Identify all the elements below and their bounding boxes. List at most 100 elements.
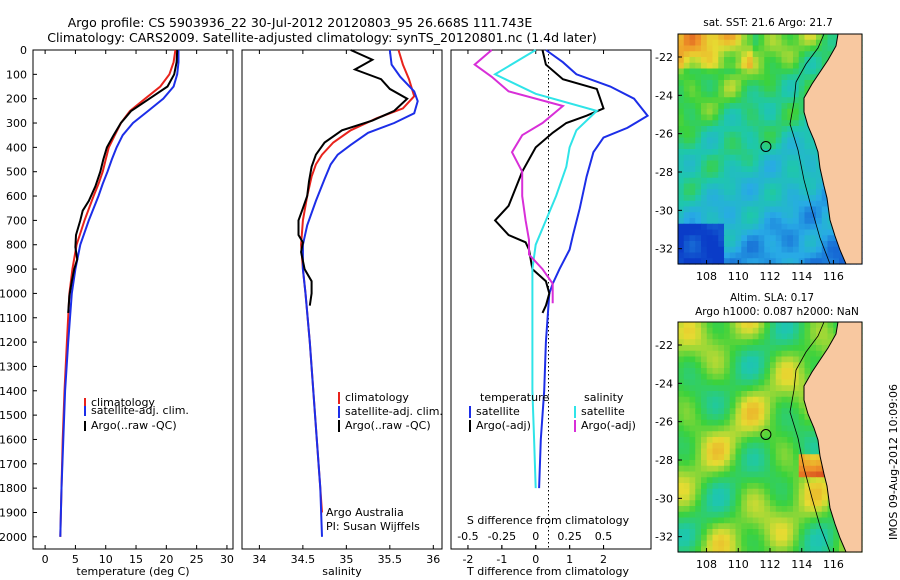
- heatmap-cell: [833, 246, 840, 254]
- heatmap-cell: [689, 80, 696, 87]
- heatmap-cell: [729, 120, 737, 127]
- heatmap-cell: [718, 160, 725, 167]
- heatmap-cell: [729, 34, 737, 41]
- heatmap-cell: [775, 131, 783, 139]
- heatmap-cell: [747, 160, 754, 167]
- heatmap-cell: [798, 345, 806, 352]
- heatmap-cell: [770, 177, 777, 185]
- heatmap-cell: [816, 172, 823, 179]
- heatmap-cell: [810, 327, 817, 335]
- heatmap-cell: [735, 120, 742, 127]
- heatmap-cell: [793, 34, 800, 41]
- heatmap-cell: [764, 80, 771, 87]
- heatmap-cell: [787, 51, 794, 58]
- heatmap-cell: [804, 195, 811, 202]
- heatmap-cell: [804, 488, 811, 496]
- series-line-s-satellite: [492, 49, 599, 489]
- heatmap-cell: [712, 465, 719, 473]
- heatmap-cell: [678, 137, 685, 144]
- heatmap-cell: [775, 396, 783, 404]
- heatmap-cell: [706, 166, 714, 173]
- heatmap-cell: [718, 137, 725, 144]
- heatmap-cell: [816, 206, 823, 213]
- heatmap-cell: [781, 362, 788, 369]
- heatmap-cell: [729, 488, 737, 496]
- heatmap-cell: [758, 126, 765, 133]
- heatmap-cell: [752, 126, 760, 133]
- heatmap-cell: [781, 149, 788, 156]
- heatmap-cell: [718, 246, 725, 254]
- heatmap-cell: [689, 172, 696, 179]
- heatmap-cell: [793, 339, 800, 346]
- heatmap-cell: [735, 511, 742, 519]
- heatmap-cell: [689, 143, 696, 150]
- heatmap-cell: [781, 91, 788, 98]
- heatmap-cell: [735, 62, 742, 70]
- heatmap-cell: [729, 534, 737, 542]
- heatmap-cell: [787, 506, 794, 513]
- heatmap-cell: [804, 246, 811, 254]
- heatmap-cell: [770, 477, 777, 484]
- heatmap-cell: [735, 356, 742, 363]
- xtick-label: -1: [496, 553, 507, 566]
- heatmap-cell: [729, 494, 737, 501]
- heatmap-cell: [833, 252, 840, 259]
- ytick-label: 1300: [0, 360, 27, 373]
- heatmap-cell: [816, 51, 823, 58]
- heatmap-cell: [798, 402, 806, 409]
- heatmap-cell: [706, 160, 714, 167]
- heatmap-cell: [781, 143, 788, 150]
- map-ytick-label: -24: [655, 377, 673, 390]
- map-ytick-label: -30: [655, 204, 673, 217]
- heatmap-cell: [683, 517, 691, 524]
- heatmap-cell: [695, 103, 702, 110]
- heatmap-cell: [758, 80, 765, 87]
- heatmap-cell: [706, 408, 714, 415]
- heatmap-cell: [741, 143, 748, 150]
- heatmap-cell: [724, 385, 731, 392]
- heatmap-cell: [706, 500, 714, 507]
- heatmap-cell: [735, 506, 742, 513]
- heatmap-cell: [695, 62, 702, 70]
- ytick-label: 200: [6, 93, 27, 106]
- heatmap-cell: [724, 523, 731, 530]
- heatmap-cell: [752, 246, 760, 254]
- heatmap-cell: [798, 483, 806, 490]
- heatmap-cell: [810, 511, 817, 519]
- heatmap-cell: [678, 154, 685, 162]
- heatmap-cell: [793, 477, 800, 484]
- heatmap-cell: [683, 57, 691, 64]
- map-ytick-label: -32: [655, 243, 673, 256]
- heatmap-cell: [758, 500, 765, 507]
- heatmap-cell: [695, 373, 702, 381]
- heatmap-cell: [729, 229, 737, 236]
- heatmap-cell: [741, 494, 748, 501]
- heatmap-cell: [816, 356, 823, 363]
- heatmap-cell: [798, 154, 806, 162]
- map-ytick-label: -28: [655, 454, 673, 467]
- heatmap-cell: [816, 189, 823, 196]
- heatmap-cell: [752, 356, 760, 363]
- heatmap-cell: [775, 345, 783, 352]
- heatmap-cell: [752, 425, 760, 432]
- heatmap-cell: [787, 327, 794, 335]
- heatmap-cell: [781, 529, 788, 536]
- heatmap-cell: [729, 149, 737, 156]
- heatmap-cell: [764, 114, 771, 121]
- annotation-line2: PI: Susan Wijffels: [326, 520, 420, 533]
- heatmap-cell: [706, 402, 714, 409]
- heatmap-cell: [695, 241, 702, 248]
- heatmap-cell: [810, 506, 817, 513]
- heatmap-cell: [798, 431, 806, 438]
- difference-legend: temperature satellite Argo(-adj) salinit…: [469, 391, 636, 432]
- heatmap-cell: [706, 68, 714, 75]
- heatmap-cell: [683, 62, 691, 70]
- heatmap-cell: [718, 488, 725, 496]
- heatmap-cell: [689, 385, 696, 392]
- heatmap-cell: [724, 529, 731, 536]
- heatmap-cell: [764, 200, 771, 208]
- heatmap-cell: [718, 223, 725, 231]
- heatmap-cell: [798, 246, 806, 254]
- heatmap-cell: [747, 488, 754, 496]
- heatmap-cell: [798, 517, 806, 524]
